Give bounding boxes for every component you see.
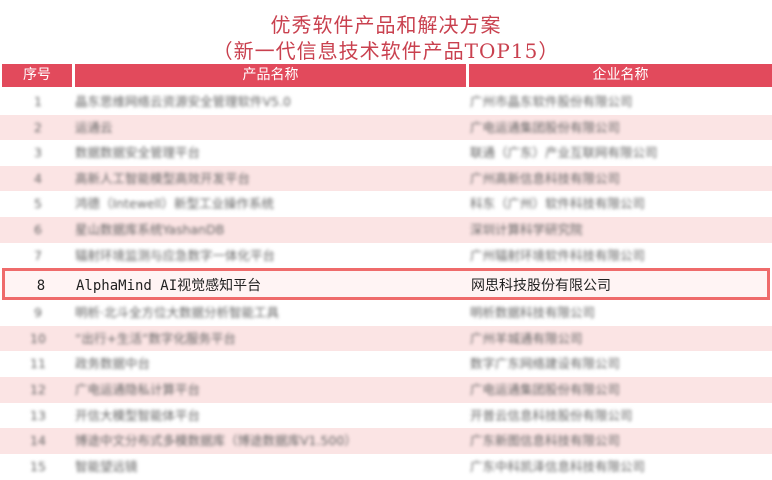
company-name: 科东（广州）软件科技有限公司 — [470, 196, 646, 212]
table-row: 6 星山数据库系统YashanDB 深圳计算科学研究院 — [0, 216, 772, 243]
company-name: 广电运通集团股份有限公司 — [470, 119, 621, 135]
company-name: 广东中科凯泽信息科技有限公司 — [470, 458, 646, 474]
company-name: 开普云信息科技股份有限公司 — [470, 407, 633, 423]
table-row: 10 “出行+生活”数字化服务平台 广州羊城通有限公司 — [0, 325, 772, 352]
company-name: 明析数据科技有限公司 — [470, 305, 596, 321]
company-name: 数字广东网络建设有限公司 — [470, 356, 621, 372]
table-row: 3 数据数据安全管理平台 联通（广东）产业互联网有限公司 — [0, 140, 772, 166]
row-number: 1 — [34, 94, 42, 109]
company-name: 广州辐射环境软件科技有限公司 — [470, 247, 646, 263]
column-header-product: 产品名称 — [75, 64, 466, 87]
table-row: 9 明析·北斗全方位大数据分析智能工具 明析数据科技有限公司 — [0, 300, 772, 326]
product-name: 运通云 — [75, 119, 113, 135]
row-number: 9 — [34, 305, 42, 321]
table-row: 14 博途中文分布式多模数据库（博途数据库V1.500） 广东新图信息科技有限公司 — [0, 428, 772, 454]
product-name: 广电运通隐私计算平台 — [75, 381, 201, 397]
product-name: 博途中文分布式多模数据库（博途数据库V1.500） — [75, 433, 357, 449]
company-name: 广东新图信息科技有限公司 — [470, 433, 621, 449]
row-number: 13 — [30, 407, 46, 423]
product-name: 辐射环境监测与应急数字一体化平台 — [75, 247, 276, 263]
table-row-highlighted: 8 AlphaMind AI视觉感知平台 网思科技股份有限公司 — [2, 268, 770, 301]
product-name: 鸿德（Intewell）新型工业操作系统 — [75, 196, 275, 212]
product-name: “出行+生活”数字化服务平台 — [75, 330, 236, 346]
page-subtitle: （新一代信息技术软件产品TOP15） — [212, 39, 560, 63]
product-name: 高新人工智能模型高效开发平台 — [75, 170, 251, 186]
product-name: 星山数据库系统YashanDB — [75, 221, 225, 237]
company-name: 广州市晶东软件股份有限公司 — [470, 94, 633, 109]
row-number: 11 — [30, 356, 46, 372]
company-name: 深圳计算科学研究院 — [470, 221, 583, 237]
column-header-number: 序号 — [2, 64, 72, 87]
product-name: 智能望远镜 — [75, 458, 138, 474]
product-name: 晶东思维网络云资源安全管理软件V5.0 — [75, 94, 291, 109]
page-title: 优秀软件产品和解决方案 — [270, 13, 502, 37]
company-name: 广州羊城通有限公司 — [470, 330, 583, 346]
row-number: 8 — [36, 278, 46, 295]
table-row: 13 开信大模型智能体平台 开普云信息科技股份有限公司 — [0, 403, 772, 429]
table-row: 1 晶东思维网络云资源安全管理软件V5.0 广州市晶东软件股份有限公司 — [0, 89, 772, 115]
table-row: 4 高新人工智能模型高效开发平台 广州高新信息科技有限公司 — [0, 165, 772, 192]
table-row: 15 智能望远镜 广东中科凯泽信息科技有限公司 — [0, 454, 772, 480]
table-row: 12 广电运通隐私计算平台 广电运通集团股份有限公司 — [0, 376, 772, 403]
table-body: 1 晶东思维网络云资源安全管理软件V5.0 广州市晶东软件股份有限公司 2 运通云 广电运… — [0, 89, 772, 479]
company-name: 广电运通集团股份有限公司 — [470, 381, 621, 397]
row-number: 5 — [34, 196, 42, 212]
table-row: 11 政务数据中台 数字广东网络建设有限公司 — [0, 351, 772, 377]
row-number: 3 — [34, 145, 42, 161]
column-header-company: 企业名称 — [469, 64, 772, 87]
product-name: AlphaMind AI视觉感知平台 — [76, 278, 262, 295]
company-name: 网思科技股份有限公司 — [471, 278, 611, 295]
table-row: 7 辐射环境监测与应急数字一体化平台 广州辐射环境软件科技有限公司 — [0, 243, 772, 269]
row-number: 7 — [34, 247, 42, 263]
product-name: 明析·北斗全方位大数据分析智能工具 — [75, 305, 279, 321]
company-name: 联通（广东）产业互联网有限公司 — [470, 145, 658, 161]
row-number: 2 — [34, 119, 42, 135]
row-number: 14 — [30, 433, 46, 449]
table-row: 5 鸿德（Intewell）新型工业操作系统 科东（广州）软件科技有限公司 — [0, 191, 772, 217]
row-number: 15 — [30, 458, 46, 474]
product-name: 数据数据安全管理平台 — [75, 145, 201, 161]
product-name: 开信大模型智能体平台 — [75, 407, 201, 423]
row-number: 6 — [34, 221, 42, 237]
table-row: 2 运通云 广电运通集团股份有限公司 — [0, 114, 772, 141]
company-name: 广州高新信息科技有限公司 — [470, 170, 621, 186]
row-number: 10 — [30, 330, 46, 346]
row-number: 4 — [34, 170, 42, 186]
product-name: 政务数据中台 — [75, 356, 151, 372]
row-number: 12 — [30, 381, 46, 397]
